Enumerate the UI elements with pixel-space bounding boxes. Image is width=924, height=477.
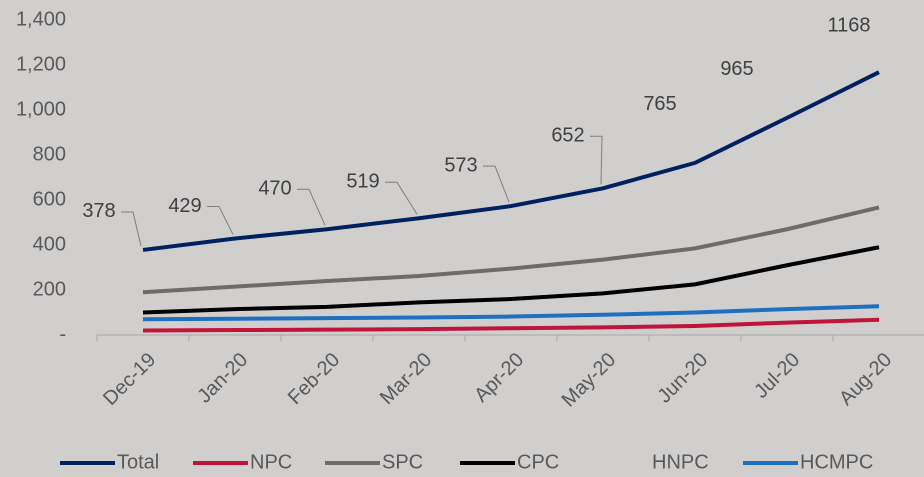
y-tick-label: 1,000 bbox=[16, 98, 66, 120]
data-label: 519 bbox=[346, 171, 379, 193]
legend-label: SPC bbox=[382, 451, 423, 473]
y-tick-label: 600 bbox=[33, 188, 66, 210]
series-line bbox=[142, 70, 880, 252]
y-tick-label: 400 bbox=[33, 233, 66, 255]
series-line bbox=[142, 245, 880, 315]
legend-label: NPC bbox=[250, 451, 292, 473]
series-line bbox=[142, 317, 880, 333]
leader-line bbox=[483, 165, 510, 203]
data-label: 1168 bbox=[827, 14, 870, 36]
legend-label: HNPC bbox=[652, 451, 709, 473]
y-tick-label: - bbox=[59, 323, 66, 345]
legend-label: Total bbox=[117, 451, 159, 473]
data-label: 652 bbox=[551, 125, 584, 147]
y-tick-label: 1,200 bbox=[16, 53, 66, 75]
legend-label: CPC bbox=[517, 451, 559, 473]
y-tick-label: 1,400 bbox=[16, 8, 66, 30]
data-label: 765 bbox=[643, 93, 676, 115]
leader-line bbox=[590, 135, 603, 185]
leader-line bbox=[207, 205, 234, 235]
data-label: 429 bbox=[168, 195, 201, 217]
data-label: 378 bbox=[82, 200, 115, 222]
leader-line bbox=[297, 188, 326, 226]
data-label: 573 bbox=[444, 154, 477, 176]
data-label: 965 bbox=[720, 58, 753, 80]
leader-line bbox=[385, 181, 418, 215]
leader-line bbox=[121, 211, 142, 247]
series-line bbox=[142, 304, 880, 322]
data-label: 470 bbox=[258, 178, 291, 200]
y-tick-label: 800 bbox=[33, 143, 66, 165]
legend-label: HCMPC bbox=[800, 451, 873, 473]
series-line bbox=[142, 205, 880, 295]
y-tick-label: 200 bbox=[33, 278, 66, 300]
